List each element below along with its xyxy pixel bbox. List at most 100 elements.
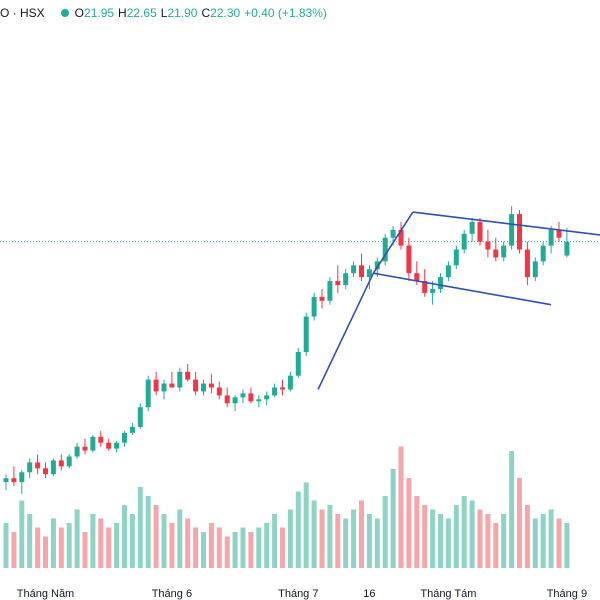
candle (35, 454, 41, 475)
volume-bar (50, 518, 56, 568)
volume-bar (477, 509, 483, 568)
price-candles (3, 206, 570, 494)
candle (3, 474, 9, 490)
volume-bar (153, 505, 159, 568)
x-tick-label: Tháng 9 (547, 588, 587, 600)
channel-lower-line[interactable] (373, 272, 552, 306)
candle (169, 371, 175, 388)
candle (82, 438, 88, 455)
candle (398, 221, 404, 250)
volume-bar (193, 527, 199, 568)
volume-bar (422, 505, 428, 568)
volume-bar (145, 496, 151, 568)
candle (438, 273, 443, 293)
volume-bar (556, 518, 562, 568)
volume-bar (359, 500, 364, 568)
impulse-trendline-2[interactable] (372, 211, 414, 274)
volume-bar (256, 527, 262, 568)
candle (240, 389, 246, 404)
volume-bar (35, 527, 41, 568)
candle (469, 218, 475, 242)
candle (185, 363, 191, 382)
symbol-label: O · HSX (0, 6, 45, 20)
candle (548, 225, 554, 254)
market-status-icon (60, 9, 69, 17)
volume-bar (248, 532, 254, 568)
volume-bar (303, 482, 309, 568)
candle (129, 422, 135, 435)
candle (445, 261, 451, 282)
change-value: +0.40 (+1.83%) (244, 6, 327, 20)
candle (106, 438, 112, 451)
candle (280, 379, 285, 396)
volume-bar (27, 514, 33, 568)
trendlines (317, 211, 600, 390)
volume-bar (177, 509, 183, 568)
volume-bar (224, 536, 230, 568)
volume-bar (414, 496, 420, 568)
candle (493, 237, 499, 262)
volume-bar (469, 500, 475, 568)
candle (430, 281, 436, 305)
candle (311, 292, 317, 321)
candle (208, 373, 214, 394)
candle (287, 371, 293, 392)
volume-bar (493, 523, 499, 568)
volume-bar (398, 446, 404, 568)
volume-bar (453, 505, 459, 568)
candle (556, 221, 562, 242)
volume-bar (82, 532, 88, 568)
candle (327, 277, 333, 305)
candle (137, 403, 143, 429)
high-label: H (118, 6, 127, 20)
low-value: 21.90 (167, 6, 198, 20)
candle (351, 261, 357, 278)
candle (161, 379, 167, 400)
candle (193, 371, 199, 396)
volume-bar (445, 518, 451, 568)
candle (114, 440, 120, 453)
low-label: L (160, 6, 168, 20)
candle (248, 387, 254, 404)
candle (145, 375, 151, 412)
candle (153, 371, 159, 396)
volume-bar (106, 527, 112, 568)
candle (19, 470, 25, 494)
candle (98, 430, 104, 447)
impulse-trendline-1[interactable] (317, 272, 375, 390)
x-tick-label: Tháng Tám (420, 588, 476, 600)
candle (11, 466, 17, 487)
channel-upper-line[interactable] (412, 211, 600, 236)
volume-bar (280, 527, 285, 568)
volume-bar (351, 509, 357, 568)
candle (564, 227, 570, 258)
candle (359, 253, 364, 282)
volume-bar (137, 487, 143, 568)
volume-bar (98, 518, 104, 568)
x-axis: Tháng Năm Tháng 6 Tháng 7 16 Tháng Tám Tháng … (17, 588, 587, 600)
candle (382, 233, 388, 266)
volume-bar (374, 518, 380, 568)
candle (216, 381, 222, 400)
volume-bar (382, 496, 388, 568)
volume-bar (161, 514, 167, 568)
volume-bar (264, 523, 270, 568)
volume-bar (461, 496, 467, 568)
candle (485, 229, 491, 258)
volume-bar (169, 523, 175, 568)
candle (461, 229, 467, 254)
candle (509, 206, 515, 250)
open-value: 21.95 (84, 6, 115, 20)
volume-bar (3, 523, 9, 568)
x-tick-label: Tháng 7 (278, 588, 318, 600)
candle (90, 434, 96, 453)
candle (343, 269, 349, 289)
candle (295, 348, 301, 378)
volume-bar (114, 523, 120, 568)
candle (303, 312, 309, 356)
volume-bar (43, 536, 48, 568)
candle (335, 265, 341, 293)
volume-bar (240, 527, 246, 568)
candle (201, 379, 206, 396)
